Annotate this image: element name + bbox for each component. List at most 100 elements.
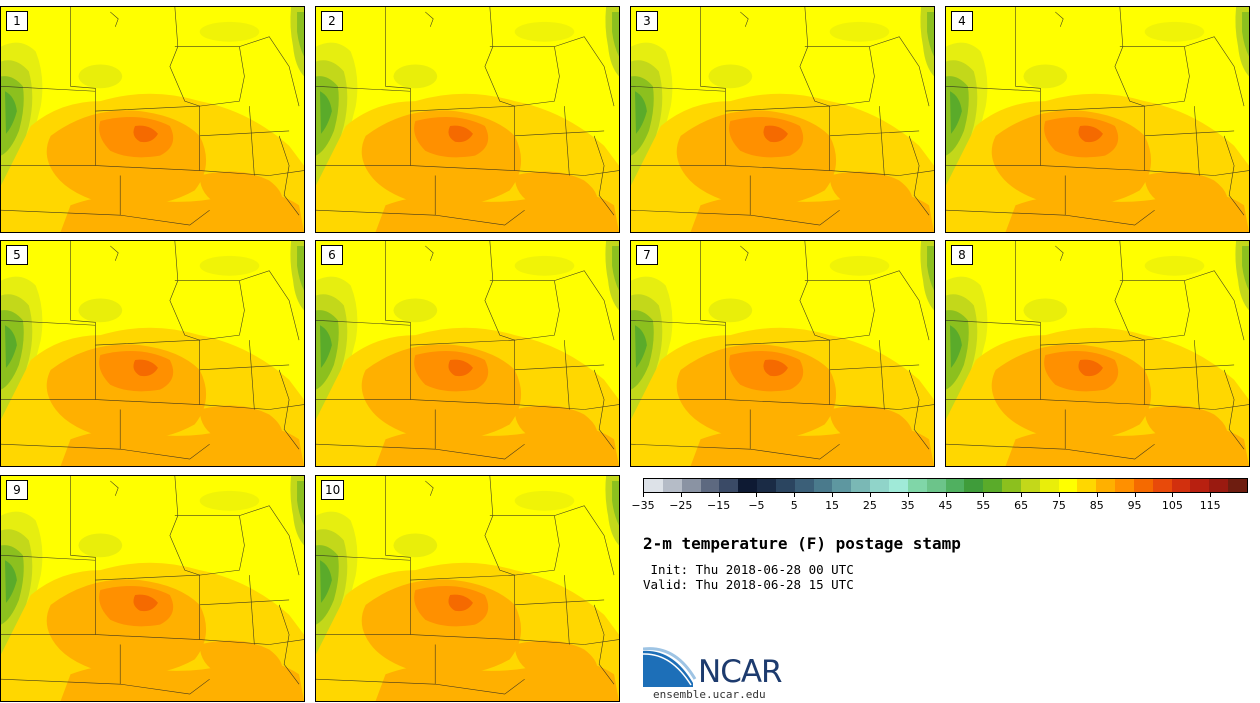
- colorbar-segment: [1171, 479, 1191, 492]
- colorbar-tick-label: 35: [900, 499, 915, 512]
- member-label: 6: [321, 245, 343, 265]
- ensemble-member-panel-1: 1: [0, 6, 305, 233]
- colorbar-tick-label: 115: [1199, 499, 1221, 512]
- colorbar-tick-label: −5: [748, 499, 765, 512]
- valid-time: Valid: Thu 2018-06-28 15 UTC: [643, 577, 854, 592]
- colorbar-tick: [907, 493, 909, 497]
- colorbar-segment: [1058, 479, 1078, 492]
- colorbar-segment: [681, 479, 701, 492]
- colorbar-segment: [832, 479, 852, 492]
- ensemble-member-panel-6: 6: [315, 240, 620, 467]
- member-label: 7: [636, 245, 658, 265]
- colorbar-tick-label: 55: [976, 499, 991, 512]
- temperature-map: [631, 7, 934, 232]
- colorbar-segment: [1096, 479, 1116, 492]
- colorbar-segment: [1228, 479, 1247, 492]
- member-label: 4: [951, 11, 973, 31]
- colorbar-segment: [1077, 479, 1097, 492]
- colorbar-tick-label: 105: [1161, 499, 1183, 512]
- colorbar-segment: [775, 479, 795, 492]
- temperature-map: [1, 241, 304, 466]
- colorbar-tick: [832, 493, 834, 497]
- colorbar-tick: [718, 493, 720, 497]
- member-label: 2: [321, 11, 343, 31]
- member-label: 10: [321, 480, 345, 500]
- colorbar-segment: [1152, 479, 1172, 492]
- init-time: Init: Thu 2018-06-28 00 UTC: [643, 562, 854, 577]
- colorbar-segment: [851, 479, 871, 492]
- temperature-map: [1, 476, 304, 701]
- member-label: 9: [6, 480, 28, 500]
- colorbar-tick-label: 5: [790, 499, 798, 512]
- colorbar-segment: [738, 479, 758, 492]
- temperature-map: [316, 476, 619, 701]
- colorbar-tick: [1134, 493, 1136, 497]
- colorbar-tick-label: 95: [1127, 499, 1142, 512]
- temperature-map: [316, 241, 619, 466]
- member-label: 1: [6, 11, 28, 31]
- colorbar-tick: [1058, 493, 1060, 497]
- colorbar-segment: [1002, 479, 1021, 492]
- colorbar-segment: [926, 479, 946, 492]
- ensemble-member-panel-10: 10: [315, 475, 620, 702]
- colorbar-tick: [680, 493, 682, 497]
- colorbar-segment: [964, 479, 984, 492]
- colorbar-tick-label: −35: [631, 499, 655, 512]
- temperature-map: [1, 7, 304, 232]
- colorbar-ticks: −35 −25 −15 −5 5 15 25 35 45 55 65 75 85 95 105 115: [631, 493, 1248, 515]
- colorbar-segment: [719, 479, 739, 492]
- colorbar-segment: [1020, 479, 1040, 492]
- colorbar-segment: [907, 479, 927, 492]
- colorbar-tick: [643, 493, 644, 497]
- colorbar-segment: [1209, 479, 1229, 492]
- colorbar-tick: [1172, 493, 1174, 497]
- colorbar-tick: [869, 493, 871, 497]
- colorbar-tick: [1021, 493, 1023, 497]
- colorbar-segment: [1115, 479, 1134, 492]
- colorbar-segment: [644, 479, 663, 492]
- colorbar-tick-label: 15: [825, 499, 840, 512]
- ensemble-member-panel-5: 5: [0, 240, 305, 467]
- colorbar-segment: [983, 479, 1003, 492]
- colorbar-segment: [700, 479, 720, 492]
- colorbar-tick: [756, 493, 758, 497]
- member-label: 5: [6, 245, 28, 265]
- ncar-logo-icon: [643, 647, 697, 687]
- colorbar-tick-label: 25: [862, 499, 877, 512]
- colorbar-tick: [945, 493, 947, 497]
- colorbar-tick-label: 85: [1089, 499, 1104, 512]
- ensemble-member-panel-3: 3: [630, 6, 935, 233]
- colorbar-tick: [794, 493, 796, 497]
- ensemble-member-panel-8: 8: [945, 240, 1250, 467]
- colorbar-segment: [870, 479, 889, 492]
- ncar-logo-text: NCAR: [698, 654, 783, 690]
- colorbar-tick: [983, 493, 985, 497]
- colorbar-segment: [888, 479, 908, 492]
- ensemble-member-panel-7: 7: [630, 240, 935, 467]
- plot-title: 2-m temperature (F) postage stamp: [643, 534, 961, 553]
- colorbar-tick-label: −25: [669, 499, 693, 512]
- colorbar-tick: [1096, 493, 1098, 497]
- ensemble-member-panel-9: 9: [0, 475, 305, 702]
- temperature-map: [946, 241, 1249, 466]
- temperature-map: [631, 241, 934, 466]
- colorbar-segment: [757, 479, 776, 492]
- ensemble-member-panel-4: 4: [945, 6, 1250, 233]
- colorbar-tick: [1210, 493, 1212, 497]
- colorbar-segment: [945, 479, 965, 492]
- temperature-map: [316, 7, 619, 232]
- colorbar: [643, 478, 1248, 493]
- logo-url[interactable]: ensemble.ucar.edu: [653, 688, 766, 701]
- colorbar-tick-label: 45: [938, 499, 953, 512]
- colorbar-segment: [813, 479, 833, 492]
- colorbar-segment: [1133, 479, 1153, 492]
- colorbar-segment: [662, 479, 682, 492]
- temperature-map: [946, 7, 1249, 232]
- colorbar-segment: [794, 479, 814, 492]
- colorbar-tick-label: 65: [1014, 499, 1029, 512]
- colorbar-segment: [1039, 479, 1059, 492]
- ensemble-member-panel-2: 2: [315, 6, 620, 233]
- member-label: 8: [951, 245, 973, 265]
- colorbar-tick-label: −15: [707, 499, 731, 512]
- colorbar-segment: [1190, 479, 1210, 492]
